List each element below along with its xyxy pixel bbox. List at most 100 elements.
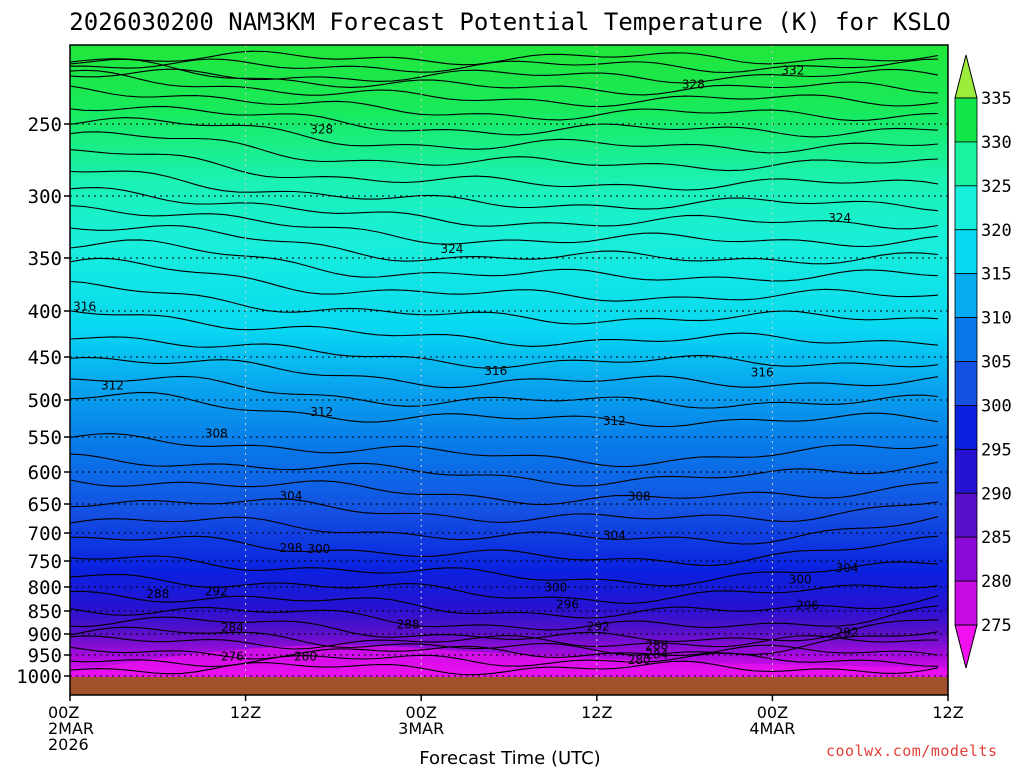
colorbar-tick-label: 295 [981, 440, 1012, 460]
contour-label-text: 316 [751, 366, 774, 380]
contour-label-text: 316 [73, 300, 96, 314]
y-tick-label: 950 [28, 645, 62, 667]
colorbar-tick-label: 275 [981, 616, 1012, 636]
contour-label: 308 [205, 427, 228, 441]
y-tick-label: 550 [28, 427, 62, 449]
y-tick-label: 600 [28, 462, 62, 484]
credit-link[interactable]: coolwx.com/modelts [826, 742, 998, 760]
contour-label: 304 [280, 489, 303, 503]
contour-line [70, 239, 939, 282]
y-tick-label: 250 [28, 114, 62, 136]
y-axis: 2503003504004505005506006507007508008509… [16, 114, 70, 688]
contour-labels: 332 328 328 324 324 316 316 316 312 312 312 308 308 3… [73, 63, 859, 667]
cold-air-layer [70, 645, 948, 677]
plot-frame [69, 44, 949, 696]
contour-label: 316 [73, 300, 96, 314]
x-tick-label: 4MAR [749, 719, 795, 738]
y-tick-label: 800 [28, 577, 62, 599]
contour-label-text: 280 [294, 649, 317, 663]
gridlines [70, 45, 948, 677]
colorbar-band [954, 229, 978, 275]
contour-line [70, 68, 939, 84]
contour-label: 324 [440, 242, 463, 256]
contour-label: 300 [307, 542, 330, 556]
contour-label: 276 [221, 649, 244, 663]
contour-label-text: 298 [280, 541, 303, 555]
y-tick-label: 700 [28, 523, 62, 545]
contour-label-text: 280 [628, 653, 651, 667]
contour-label-text: 304 [836, 561, 859, 575]
contour-label: 312 [603, 414, 626, 428]
terrain-ground [70, 677, 948, 695]
contour-line [70, 280, 939, 325]
colorbar-bottom-arrow [954, 624, 978, 669]
contour-label: 296 [556, 597, 579, 611]
contour-line [70, 58, 939, 74]
contour-label: 332 [781, 63, 804, 77]
contour-label-text: 292 [205, 584, 228, 598]
colorbar-tick-label: 285 [981, 528, 1012, 548]
y-tick-label: 450 [28, 347, 62, 369]
colorbar-band [954, 405, 978, 450]
contour-label: 308 [628, 490, 651, 504]
x-tick-label: 2026 [48, 735, 89, 754]
x-tick-label: 12Z [581, 703, 612, 722]
contour-label-text: 304 [280, 489, 303, 503]
colorbar-band [954, 448, 978, 494]
contour-label-text: 296 [796, 598, 819, 612]
colorbar-band [954, 141, 978, 187]
contour-label-text: 300 [307, 542, 330, 556]
contour-label: 298 [280, 541, 303, 555]
contour-label: 292 [587, 619, 610, 633]
contour-label: 296 [796, 598, 819, 612]
contour-label-text: 312 [310, 405, 333, 419]
colorbar-tick-label: 330 [981, 133, 1012, 153]
x-tick-label: 3MAR [398, 719, 444, 738]
colorbar-band [954, 185, 978, 231]
contour-label: 280 [628, 653, 651, 667]
contour-line [70, 58, 939, 96]
colorbar-tick-label: 325 [981, 177, 1012, 197]
x-axis-title: Forecast Time (UTC) [419, 748, 600, 768]
contour-line [70, 590, 939, 619]
contour-label: 324 [828, 211, 851, 225]
contour-label: 316 [751, 366, 774, 380]
contour-label-text: 324 [828, 211, 851, 225]
y-tick-label: 350 [28, 248, 62, 270]
colorbar-band [954, 492, 978, 538]
contour-line [70, 555, 939, 587]
contour-line [70, 69, 939, 108]
contour-line [70, 50, 939, 66]
contour-line [70, 310, 939, 347]
contour-line [70, 257, 939, 302]
contour-label-text: 284 [645, 647, 668, 661]
contour-label-text: 292 [587, 619, 610, 633]
colorbar-tick-label: 290 [981, 484, 1012, 504]
isentrope-contours [70, 50, 939, 676]
contour-line [70, 85, 939, 122]
contour-label: 288 [146, 587, 169, 601]
contour-line [70, 149, 939, 191]
contour-label: 300 [544, 580, 567, 594]
colorbar-band [954, 536, 978, 582]
colorbar-tick-label: 305 [981, 353, 1012, 373]
contour-label-text: 316 [484, 364, 507, 378]
contour-line [70, 652, 939, 668]
contour-line [70, 660, 939, 676]
contour-label: 328 [682, 78, 705, 92]
contour-label-text: 288 [397, 617, 420, 631]
contour-label-text: 276 [221, 649, 244, 663]
colorbar-tick-label: 310 [981, 309, 1012, 329]
colorbar-tick-label: 335 [981, 89, 1012, 109]
contour-line [70, 605, 939, 631]
contour-label-text: 300 [789, 573, 812, 587]
x-tick-label: 00Z [757, 703, 788, 722]
contour-label: 292 [836, 626, 859, 640]
colorbar-band [954, 97, 978, 143]
colorbar-tick-label: 280 [981, 572, 1012, 592]
x-tick-label: 00Z [406, 703, 437, 722]
contour-label: 316 [484, 364, 507, 378]
